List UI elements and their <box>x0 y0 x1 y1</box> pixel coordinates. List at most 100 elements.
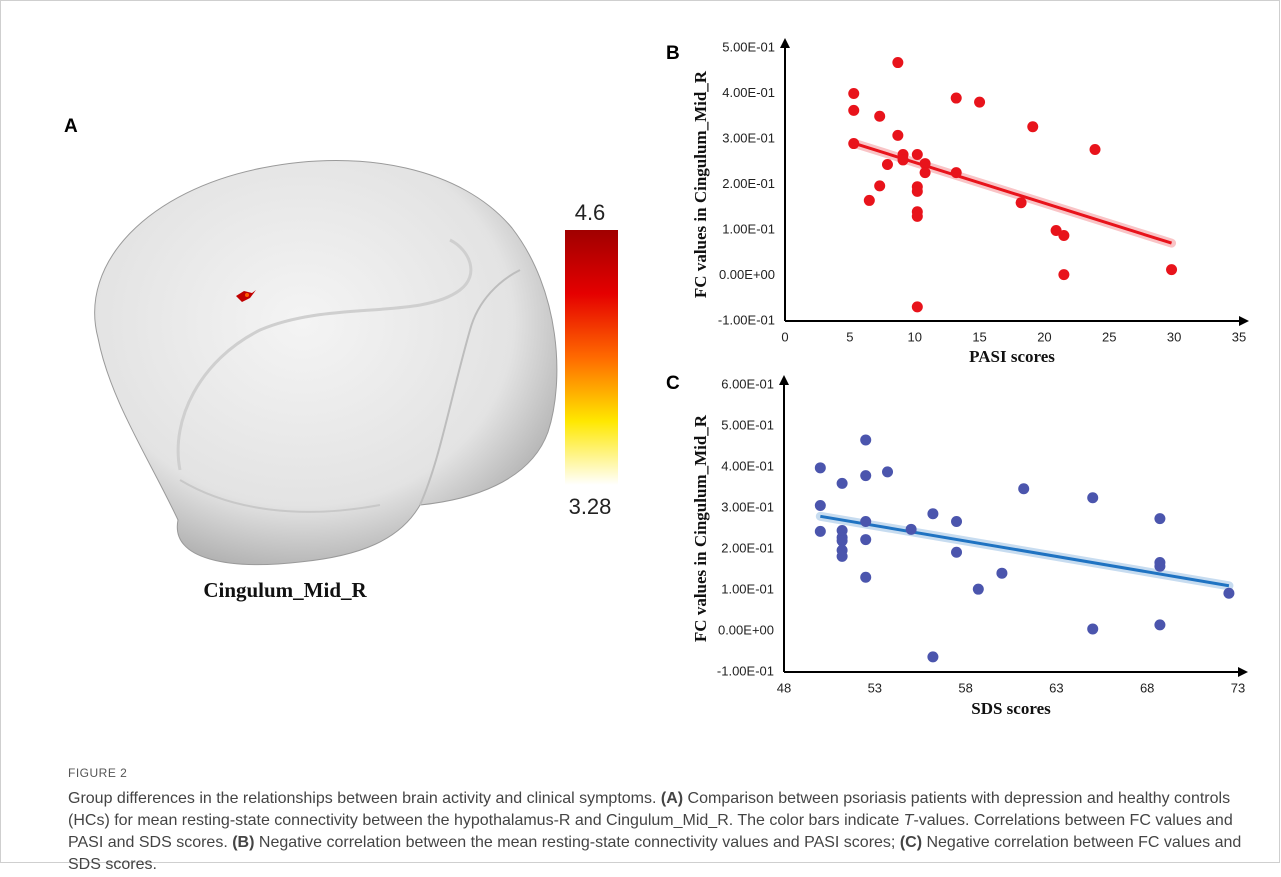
data-point <box>874 110 886 122</box>
y-tick-label: 5.00E-01 <box>722 39 775 54</box>
x-tick-label: 35 <box>1232 329 1246 344</box>
data-point <box>1015 197 1027 209</box>
x-tick-label: 58 <box>958 680 972 695</box>
x-tick-label: 30 <box>1167 329 1181 344</box>
colorbar-max: 4.6 <box>575 200 606 225</box>
x-tick-label: 68 <box>1140 680 1154 695</box>
data-point <box>881 158 893 170</box>
caption-run: Negative correlation between the mean re… <box>254 834 900 851</box>
x-tick-label: 15 <box>972 329 986 344</box>
x-tick-label: 63 <box>1049 680 1063 695</box>
data-point <box>1027 121 1039 133</box>
data-point <box>974 96 986 108</box>
data-point <box>897 154 909 166</box>
caption-run: -values. Correlations between FC values … <box>68 812 1233 851</box>
data-point <box>836 535 848 547</box>
caption-run: Negative correlation between FC values a… <box>68 834 1242 873</box>
x-tick-label: 10 <box>907 329 921 344</box>
data-point <box>1154 513 1166 525</box>
data-point <box>972 583 984 595</box>
y-tick-label: 6.00E-01 <box>721 376 774 391</box>
region-label: Cingulum_Mid_R <box>203 578 367 602</box>
colorbar-min: 3.28 <box>569 494 612 519</box>
y-tick-label: 1.00E-01 <box>722 221 775 236</box>
x-tick-label: 25 <box>1102 329 1116 344</box>
data-point <box>836 477 848 489</box>
y-tick-label: 4.00E-01 <box>721 458 774 473</box>
x-tick-label: 53 <box>868 680 882 695</box>
data-point <box>860 571 872 583</box>
x-tick-label: 0 <box>781 329 788 344</box>
data-point <box>1058 269 1070 281</box>
y-tick-label: 3.00E-01 <box>721 499 774 514</box>
data-point <box>836 550 848 562</box>
data-point <box>1166 264 1178 276</box>
data-point <box>848 88 860 99</box>
y-tick-label: 3.00E-01 <box>722 130 775 145</box>
brain-surface <box>94 160 558 566</box>
y-tick-label: 2.00E-01 <box>721 540 774 555</box>
x-tick-label: 73 <box>1231 680 1245 695</box>
caption-run: Comparison between psoriasis patients wi… <box>68 790 1231 829</box>
caption: FIGURE 2 Group differences in the relati… <box>68 766 1258 876</box>
data-point <box>996 567 1008 579</box>
data-point <box>1058 229 1070 241</box>
data-point <box>951 516 963 528</box>
data-point <box>950 167 962 179</box>
data-point <box>1087 623 1099 635</box>
y-tick-label: 1.00E-01 <box>721 581 774 596</box>
data-point <box>814 500 826 512</box>
y-tick-label: 0.00E+00 <box>719 267 775 282</box>
caption-run: T <box>903 812 914 829</box>
regression-line <box>820 514 1230 588</box>
x-tick-label: 48 <box>777 680 791 695</box>
data-point <box>911 210 923 222</box>
data-point <box>882 466 894 478</box>
panel-label: C <box>666 373 680 394</box>
x-tick-label: 5 <box>846 329 853 344</box>
colorbar <box>565 230 618 485</box>
data-point <box>892 57 904 69</box>
data-point <box>860 534 872 546</box>
x-axis-title: SDS scores <box>971 699 1051 718</box>
data-point <box>927 508 939 520</box>
data-point <box>814 525 826 537</box>
figure-label: FIGURE 2 <box>68 766 128 780</box>
data-point <box>814 462 826 474</box>
data-point <box>911 148 923 160</box>
data-point <box>1050 224 1062 236</box>
data-point <box>848 104 860 116</box>
y-axis-title: FC values in Cingulum_Mid_R <box>691 70 710 298</box>
y-tick-label: 5.00E-01 <box>721 417 774 432</box>
data-point <box>860 516 872 528</box>
data-point <box>1223 587 1235 599</box>
data-point <box>911 185 923 197</box>
data-point <box>950 92 962 104</box>
caption-run: (A) <box>660 790 684 807</box>
y-tick-label: 0.00E+00 <box>718 622 774 637</box>
data-point <box>1154 619 1166 631</box>
caption-run: (B) <box>232 834 255 851</box>
caption-run: Group differences in the relationships b… <box>68 790 661 807</box>
panel-label: A <box>64 116 78 137</box>
x-axis-title: PASI scores <box>969 347 1055 366</box>
data-point <box>1087 492 1099 504</box>
y-tick-label: 2.00E-01 <box>722 176 775 191</box>
x-tick-label: 20 <box>1037 329 1051 344</box>
data-point <box>927 651 939 663</box>
y-tick-label: -1.00E-01 <box>718 312 775 327</box>
caption-run: (C) <box>899 834 923 851</box>
y-tick-label: 4.00E-01 <box>722 85 775 100</box>
data-point <box>860 434 872 446</box>
data-point <box>1154 560 1166 572</box>
data-point <box>874 180 886 192</box>
data-point <box>1089 143 1101 155</box>
data-point <box>919 158 931 170</box>
data-point <box>863 194 875 206</box>
data-point <box>892 129 904 141</box>
caption-text: Group differences in the relationships b… <box>68 788 1258 876</box>
y-axis-title: FC values in Cingulum_Mid_R <box>691 414 710 642</box>
